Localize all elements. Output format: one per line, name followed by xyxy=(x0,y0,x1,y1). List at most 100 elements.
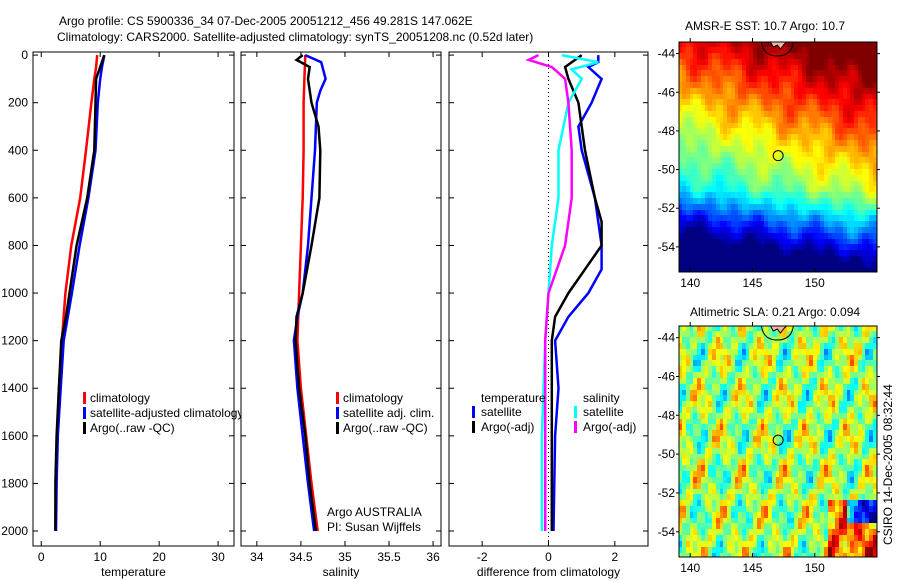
x-tick-label: 34 xyxy=(250,550,264,564)
legend-swatch xyxy=(83,392,86,404)
figure-title-line1: Argo profile: CS 5900336_34 07-Dec-2005 … xyxy=(59,14,473,28)
y-tick-label: 1000 xyxy=(1,286,28,300)
land-mask xyxy=(769,41,788,50)
y-tick-label: 1200 xyxy=(1,334,28,348)
x-tick-label: 140 xyxy=(680,276,700,290)
series-line xyxy=(54,54,106,531)
legend-swatch xyxy=(83,422,86,434)
x-tick-label: 150 xyxy=(805,276,825,290)
x-tick-label: -2 xyxy=(477,550,488,564)
y-tick-label: -54 xyxy=(658,525,676,539)
argo-position-marker xyxy=(772,434,784,446)
legend-group-title: temperature xyxy=(481,391,546,405)
y-tick-label: 2000 xyxy=(1,524,28,538)
legend-label: Argo(-adj) xyxy=(481,420,534,434)
x-tick-label: 30 xyxy=(211,550,225,564)
y-tick-label: -54 xyxy=(658,240,676,254)
y-tick-label: 1600 xyxy=(1,429,28,443)
sst-map-image xyxy=(679,42,877,272)
series-line xyxy=(552,55,604,532)
legend-label: climatology xyxy=(90,391,150,405)
x-tick-label: 145 xyxy=(742,276,762,290)
sst-map-panel: 140 145 150 -44 -46 -48 -50 -52 -54 xyxy=(658,38,880,290)
sla-map-title: Altimetric SLA: 0.21 Argo: 0.094 xyxy=(690,305,860,319)
credit-line2: PI: Susan Wijffels xyxy=(327,520,421,534)
salinity-x-axis-label: salinity xyxy=(323,565,360,579)
series-line xyxy=(294,54,322,532)
x-tick-label: 35.5 xyxy=(377,550,401,564)
legend-label: satellite xyxy=(583,405,624,419)
y-tick-label: -50 xyxy=(658,163,676,177)
figure-title-line2: Climatology: CARS2000. Satellite-adjuste… xyxy=(57,30,533,44)
series-line xyxy=(54,54,99,532)
sst-map-title: AMSR-E SST: 10.7 Argo: 10.7 xyxy=(685,19,845,33)
legend-label: Argo(..raw -QC) xyxy=(343,421,428,435)
temperature-panel: 0 10 20 30 0 200 400 600 800 1000 1200 1400 1600 1800… xyxy=(1,48,243,579)
sla-map-image xyxy=(679,326,877,557)
coastline-contour xyxy=(760,325,794,341)
legend-label: Argo(..raw -QC) xyxy=(90,421,175,435)
y-tick-label: 1800 xyxy=(1,476,28,490)
legend-label: satellite adj. clim. xyxy=(343,406,434,420)
y-tick-label: 600 xyxy=(8,191,28,205)
x-tick-label: 0 xyxy=(545,550,552,564)
x-tick-label: 2 xyxy=(611,550,618,564)
x-tick-label: 145 xyxy=(742,561,762,575)
legend-swatch xyxy=(336,422,339,434)
legend-swatch xyxy=(83,407,86,419)
y-tick-label: -50 xyxy=(658,447,676,461)
legend-swatch xyxy=(336,392,339,404)
y-tick-label: 400 xyxy=(8,143,28,157)
salinity-panel: 34 34.5 35 35.5 36 salinity climatologysatelli… xyxy=(240,51,442,579)
sla-map-frame xyxy=(678,325,878,558)
y-tick-label: -46 xyxy=(658,369,676,383)
legend-swatch xyxy=(574,406,577,418)
temperature-x-axis-label: temperature xyxy=(101,565,166,579)
temperature-axes-box xyxy=(32,51,235,547)
y-tick-label: 800 xyxy=(8,238,28,252)
y-tick-label: -48 xyxy=(658,408,676,422)
credit-line1: Argo AUSTRALIA xyxy=(327,505,422,519)
salinity-axes-box xyxy=(240,51,442,547)
coastline-contour xyxy=(760,41,794,57)
y-tick-label: 0 xyxy=(21,48,28,62)
x-tick-label: 36 xyxy=(426,550,440,564)
legend-label: satellite xyxy=(481,405,522,419)
y-tick-label: -52 xyxy=(658,486,676,500)
x-tick-label: 140 xyxy=(680,561,700,575)
difference-x-axis-label: difference from climatology xyxy=(477,565,620,579)
x-tick-label: 35 xyxy=(338,550,352,564)
legend-label: Argo(-adj) xyxy=(583,420,636,434)
sla-map-panel: 140 145 150 -44 -46 -48 -50 -52 -54 xyxy=(658,322,880,575)
legend-group-title: salinity xyxy=(583,391,620,405)
legend-swatch xyxy=(574,421,577,433)
land-mask xyxy=(769,325,788,334)
series-line xyxy=(525,53,573,531)
y-tick-label: -48 xyxy=(658,124,676,138)
y-tick-label: -52 xyxy=(658,201,676,215)
y-tick-label: 1400 xyxy=(1,381,28,395)
legend-swatch xyxy=(472,421,475,433)
timestamp-stamp: CSIRO 14-Dec-2005 08:32:44 xyxy=(881,384,895,545)
legend-label: climatology xyxy=(343,391,403,405)
x-tick-label: 34.5 xyxy=(289,550,313,564)
x-tick-label: 10 xyxy=(94,550,108,564)
legend-label: satellite-adjusted climatology xyxy=(90,406,243,420)
series-line xyxy=(550,54,603,531)
x-tick-label: 0 xyxy=(38,550,45,564)
y-tick-label: -44 xyxy=(658,47,676,61)
legend-swatch xyxy=(472,406,475,418)
sst-map-frame xyxy=(678,41,878,273)
x-tick-label: 150 xyxy=(805,561,825,575)
y-tick-label: -46 xyxy=(658,85,676,99)
y-tick-label: 200 xyxy=(8,96,28,110)
x-tick-label: 20 xyxy=(152,550,166,564)
legend-swatch xyxy=(336,407,339,419)
y-tick-label: -44 xyxy=(658,331,676,345)
series-line xyxy=(292,53,327,532)
